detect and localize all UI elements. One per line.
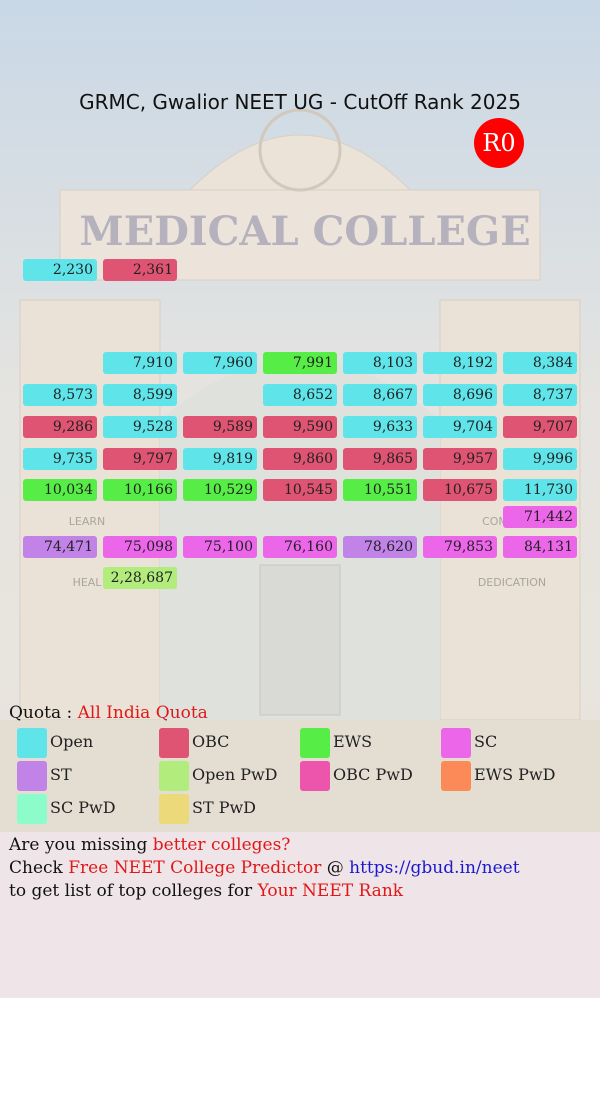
rank-cell: 8,599: [103, 384, 177, 406]
rank-cell: 9,819: [183, 448, 257, 470]
rank-cell: 9,286: [23, 416, 97, 438]
pillar-text: HEAL: [73, 576, 103, 589]
footer-text: Free NEET College Predictor: [68, 858, 322, 878]
legend-swatch: [300, 728, 330, 758]
rank-cell: 8,192: [423, 352, 497, 374]
quota-label: Quota : All India Quota: [9, 703, 208, 723]
rank-cell: 9,590: [263, 416, 337, 438]
rank-cell: 8,696: [423, 384, 497, 406]
rank-cell: 8,573: [23, 384, 97, 406]
rank-cell: 74,471: [23, 536, 97, 558]
rank-cell: 76,160: [263, 536, 337, 558]
legend-swatch: [441, 728, 471, 758]
link[interactable]: https://gbud.in/neet: [349, 858, 520, 878]
rank-cell: 10,551: [343, 479, 417, 501]
rank-cell: 10,675: [423, 479, 497, 501]
footer-text: @: [321, 858, 350, 878]
emblem: [258, 108, 342, 192]
rank-cell: 9,735: [23, 448, 97, 470]
legend-swatch: [159, 794, 189, 824]
legend-label: EWS: [333, 732, 373, 751]
rank-cell: 2,361: [103, 259, 177, 281]
rank-cell: 9,957: [423, 448, 497, 470]
rank-cell: 75,100: [183, 536, 257, 558]
legend-label: ST PwD: [192, 798, 257, 817]
legend-swatch: [17, 794, 47, 824]
footer: Are you missing better colleges? Check Fr…: [0, 832, 600, 998]
rank-cell: 9,528: [103, 416, 177, 438]
legend-swatch: [441, 761, 471, 791]
legend-swatch: [159, 761, 189, 791]
rank-cell: 9,633: [343, 416, 417, 438]
legend-label: Open PwD: [192, 765, 278, 784]
rank-cell: 75,098: [103, 536, 177, 558]
pillar-text: LEARN: [69, 515, 105, 528]
legend-label: SC: [474, 732, 498, 751]
pillar-text: COM: [482, 515, 508, 528]
footer-text: Are you missing: [9, 835, 153, 855]
rank-cell: 10,545: [263, 479, 337, 501]
footer-text: to get list of top colleges for: [9, 881, 258, 901]
gate-arch: [188, 134, 412, 191]
rank-cell: 9,589: [183, 416, 257, 438]
rank-cell: 8,737: [503, 384, 577, 406]
rank-cell: 9,996: [503, 448, 577, 470]
building: [259, 564, 341, 716]
rank-cell: 9,860: [263, 448, 337, 470]
rank-cell: 8,384: [503, 352, 577, 374]
legend-label: OBC: [192, 732, 230, 751]
quota-value: All India Quota: [77, 703, 208, 723]
rank-cell: 10,034: [23, 479, 97, 501]
rank-cell: 9,707: [503, 416, 577, 438]
footer-text: better colleges?: [152, 835, 291, 855]
sign: MEDICAL COLLEGE: [79, 208, 530, 255]
rank-cell: 79,853: [423, 536, 497, 558]
footer-line: Are you missing better colleges?: [9, 835, 290, 855]
rank-cell: 78,620: [343, 536, 417, 558]
footer-text: Your NEET Rank: [257, 881, 404, 901]
title: GRMC, Gwalior NEET UG - CutOff Rank 2025: [79, 90, 521, 114]
rank-cell: 10,529: [183, 479, 257, 501]
rank-cell: 7,960: [183, 352, 257, 374]
rank-cell: 7,910: [103, 352, 177, 374]
pillar-text: DEDICATION: [478, 576, 546, 589]
legend-label: ST: [50, 765, 72, 784]
rank-cell: 9,797: [103, 448, 177, 470]
rank-cell: 9,704: [423, 416, 497, 438]
footer-line: to get list of top colleges for Your NEE…: [9, 881, 403, 901]
rank-cell: 8,103: [343, 352, 417, 374]
quota-caption: Quota :: [9, 703, 73, 723]
rank-cell: 8,652: [263, 384, 337, 406]
legend-swatch: [17, 728, 47, 758]
footer-line: Check Free NEET College Predictor @ http…: [9, 858, 520, 878]
rank-cell: 8,667: [343, 384, 417, 406]
rank-cell: 9,865: [343, 448, 417, 470]
rank-cell: 2,28,687: [103, 567, 177, 589]
rank-cell: 84,131: [503, 536, 577, 558]
rank-cell: 2,230: [23, 259, 97, 281]
rank-cell: 11,730: [503, 479, 577, 501]
rank-cell: 7,991: [263, 352, 337, 374]
legend-label: EWS PwD: [474, 765, 556, 784]
legend-swatch: [159, 728, 189, 758]
legend-label: SC PwD: [50, 798, 116, 817]
rank-cell: 10,166: [103, 479, 177, 501]
legend-swatch: [17, 761, 47, 791]
legend-label: Open: [50, 732, 94, 751]
legend-swatch: [300, 761, 330, 791]
footer-text: Check: [9, 858, 69, 878]
round-badge: R0: [474, 118, 524, 168]
legend-label: OBC PwD: [333, 765, 413, 784]
rank-cell: 71,442: [503, 506, 577, 528]
